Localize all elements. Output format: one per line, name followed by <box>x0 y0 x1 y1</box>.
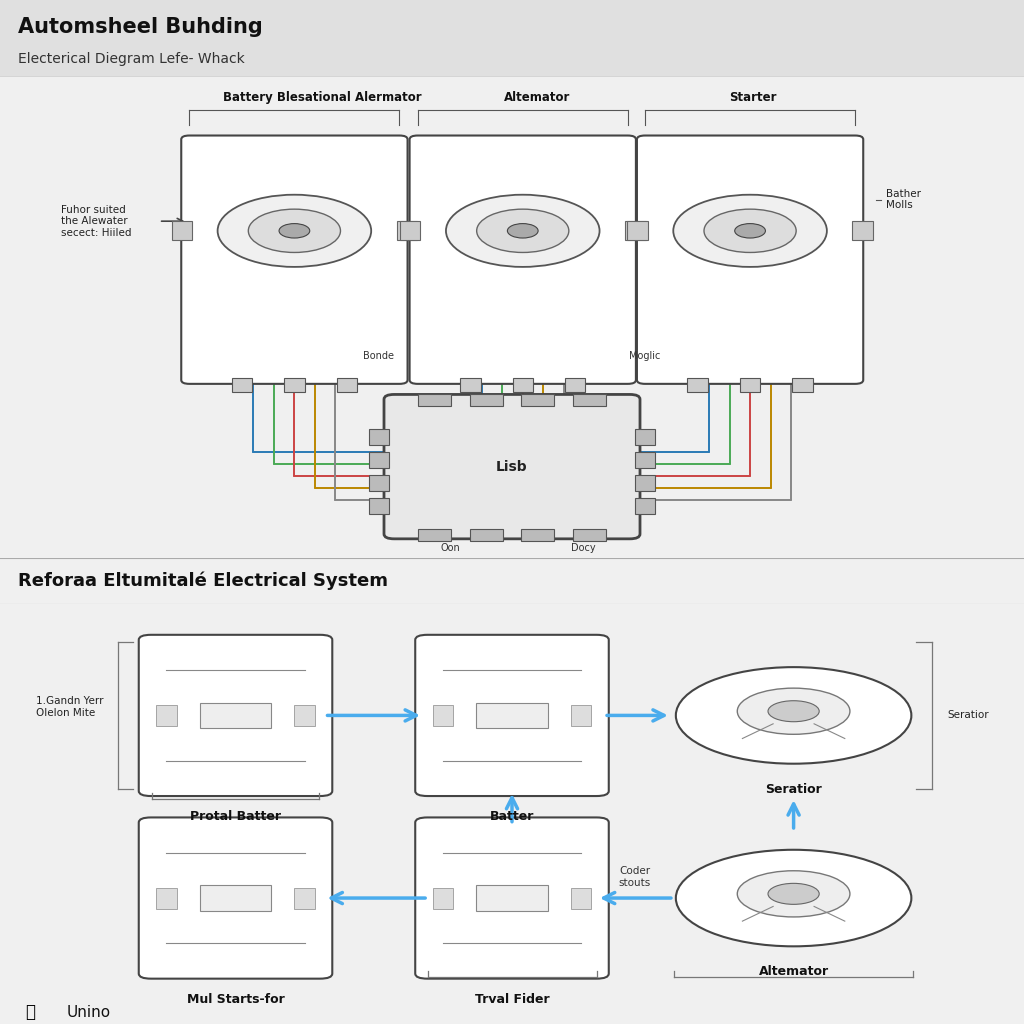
Text: Seratior: Seratior <box>765 782 822 796</box>
Text: Moglic: Moglic <box>630 351 660 360</box>
Text: Lisb: Lisb <box>497 460 527 474</box>
Bar <box>295 888 315 908</box>
Bar <box>852 221 872 241</box>
Text: Electerical Diegram Lefe- Whack: Electerical Diegram Lefe- Whack <box>18 52 245 67</box>
Bar <box>295 705 315 726</box>
Text: 1.Gandn Yerr
Olelon Mite: 1.Gandn Yerr Olelon Mite <box>36 696 103 718</box>
Text: Automsheel Buhding: Automsheel Buhding <box>18 16 263 37</box>
Bar <box>476 886 548 910</box>
Bar <box>470 529 503 542</box>
Text: Starter: Starter <box>729 91 776 104</box>
Bar <box>231 378 252 392</box>
Text: Bather
Molls: Bather Molls <box>886 188 921 210</box>
Bar <box>200 886 271 910</box>
Bar <box>418 394 451 407</box>
Text: Coder
stouts: Coder stouts <box>618 866 651 888</box>
Text: Fuhor suited
the Alewater
secect: Hiiled: Fuhor suited the Alewater secect: Hiiled <box>61 205 132 238</box>
Circle shape <box>705 209 797 253</box>
FancyBboxPatch shape <box>410 135 636 384</box>
Bar <box>460 378 480 392</box>
Circle shape <box>217 195 371 267</box>
Bar <box>369 452 389 468</box>
Circle shape <box>737 870 850 916</box>
Bar <box>521 529 554 542</box>
Bar <box>627 221 648 241</box>
Bar <box>565 378 586 392</box>
Bar <box>171 221 191 241</box>
Text: Altemator: Altemator <box>759 966 828 978</box>
Bar <box>512 378 532 392</box>
Circle shape <box>279 223 309 238</box>
Bar <box>635 452 655 468</box>
Bar <box>635 429 655 445</box>
Bar <box>418 529 451 542</box>
Circle shape <box>768 884 819 904</box>
Bar <box>369 498 389 514</box>
FancyBboxPatch shape <box>384 394 640 539</box>
FancyBboxPatch shape <box>416 817 608 979</box>
Text: Unino: Unino <box>67 1005 111 1020</box>
Bar <box>470 394 503 407</box>
Text: Seratior: Seratior <box>947 711 989 721</box>
Circle shape <box>735 223 766 238</box>
Circle shape <box>768 700 819 722</box>
Text: Batter: Batter <box>489 810 535 823</box>
Bar <box>157 888 177 908</box>
Text: Bonde: Bonde <box>364 351 394 360</box>
Text: Battery Blesational Alermator: Battery Blesational Alermator <box>223 91 422 104</box>
Bar <box>739 378 760 392</box>
Circle shape <box>507 223 539 238</box>
Text: 🔥: 🔥 <box>26 1004 36 1021</box>
Bar <box>635 475 655 490</box>
Bar <box>337 378 357 392</box>
Bar <box>573 394 606 407</box>
Text: Docy: Docy <box>571 544 596 553</box>
Bar <box>571 888 592 908</box>
Bar <box>573 529 606 542</box>
FancyBboxPatch shape <box>139 817 332 979</box>
FancyBboxPatch shape <box>139 635 332 796</box>
Bar <box>200 702 271 728</box>
Circle shape <box>676 668 911 764</box>
Circle shape <box>248 209 340 253</box>
Bar <box>369 429 389 445</box>
Bar <box>635 498 655 514</box>
FancyBboxPatch shape <box>637 135 863 384</box>
Bar <box>369 475 389 490</box>
Bar <box>284 378 305 392</box>
Circle shape <box>476 209 569 253</box>
Circle shape <box>445 195 599 267</box>
Bar <box>571 705 592 726</box>
Text: Reforaa Eltumitalé Electrical System: Reforaa Eltumitalé Electrical System <box>18 571 388 591</box>
Text: Trval Fider: Trval Fider <box>475 992 549 1006</box>
Bar <box>476 702 548 728</box>
Bar <box>396 221 418 241</box>
Text: Mul Starts-for: Mul Starts-for <box>186 992 285 1006</box>
FancyBboxPatch shape <box>181 135 408 384</box>
FancyBboxPatch shape <box>416 635 608 796</box>
Bar <box>399 221 420 241</box>
Circle shape <box>737 688 850 734</box>
Text: Altemator: Altemator <box>505 91 570 104</box>
Circle shape <box>674 195 827 267</box>
Bar <box>432 888 453 908</box>
Bar <box>521 394 554 407</box>
Circle shape <box>676 850 911 946</box>
Bar <box>687 378 708 392</box>
Bar <box>432 705 453 726</box>
Bar <box>157 705 177 726</box>
Bar <box>793 378 813 392</box>
Text: Protal Batter: Protal Batter <box>190 810 281 823</box>
Text: Oon: Oon <box>440 544 461 553</box>
Bar <box>625 221 645 241</box>
